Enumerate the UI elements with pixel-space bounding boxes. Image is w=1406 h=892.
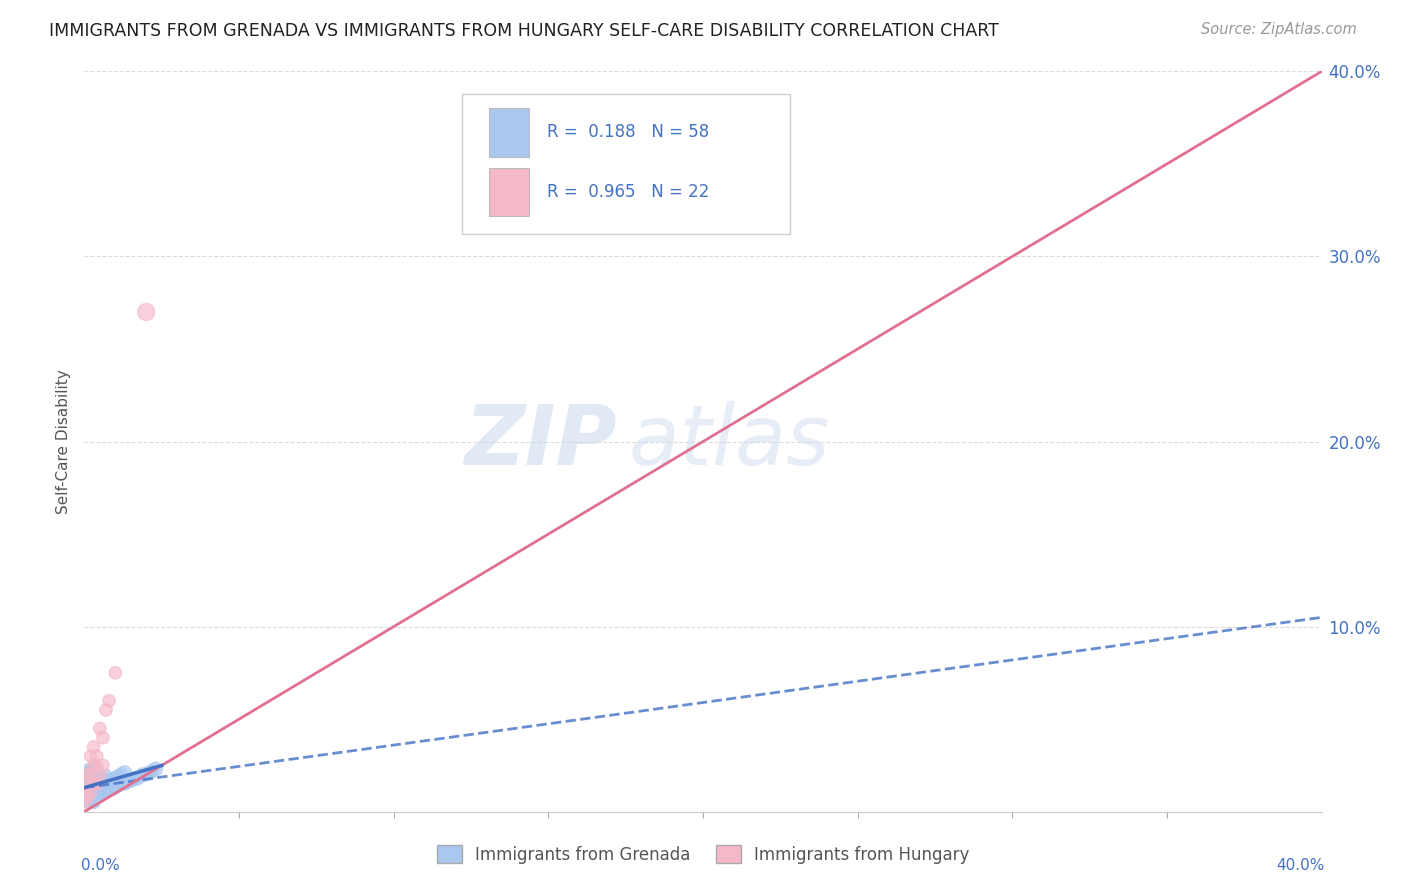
Point (79, 762, 101, 776)
Text: ZIP: ZIP (464, 401, 616, 482)
Text: Source: ZipAtlas.com: Source: ZipAtlas.com (1201, 22, 1357, 37)
Point (89, 767, 111, 781)
Text: IMMIGRANTS FROM GRENADA VS IMMIGRANTS FROM HUNGARY SELF-CARE DISABILITY CORRELAT: IMMIGRANTS FROM GRENADA VS IMMIGRANTS FR… (49, 22, 1000, 40)
Point (91, 731, 114, 745)
Point (73, 767, 96, 781)
Point (98, 773, 121, 788)
Point (94, 782, 117, 797)
Point (83, 777, 105, 791)
Point (107, 779, 129, 793)
Point (83, 780, 105, 795)
Point (76, 772, 98, 786)
Text: 40.0%: 40.0% (1277, 858, 1324, 873)
Point (83, 796, 105, 810)
Point (79, 779, 101, 793)
Point (86, 780, 108, 795)
Y-axis label: Self-Care Disability: Self-Care Disability (56, 369, 72, 514)
Point (73, 786, 96, 800)
Point (110, 767, 132, 781)
Point (94, 767, 117, 781)
Point (79, 767, 101, 781)
FancyBboxPatch shape (461, 94, 790, 235)
Point (117, 775, 139, 789)
Point (86, 786, 108, 800)
Point (114, 777, 136, 791)
Point (138, 765, 160, 780)
Point (129, 770, 152, 784)
Point (141, 764, 163, 778)
Point (104, 780, 127, 795)
Point (89, 779, 111, 793)
Point (76, 789, 98, 804)
Point (83, 770, 105, 784)
Point (114, 765, 136, 780)
Point (79, 786, 101, 800)
Text: 0.0%: 0.0% (82, 858, 120, 873)
Point (86, 777, 108, 791)
Point (86, 773, 108, 788)
Point (122, 772, 145, 786)
Point (89, 765, 111, 780)
Point (104, 772, 127, 786)
Point (76, 777, 98, 791)
Legend: Immigrants from Grenada, Immigrants from Hungary: Immigrants from Grenada, Immigrants from… (430, 838, 976, 871)
Point (91, 779, 114, 793)
Point (107, 770, 129, 784)
Point (89, 773, 111, 788)
Point (86, 758, 108, 772)
Point (79, 775, 101, 789)
Point (79, 767, 101, 781)
Point (76, 782, 98, 797)
Point (83, 758, 105, 772)
Point (135, 305, 157, 319)
Point (76, 764, 98, 778)
Point (91, 772, 114, 786)
Point (91, 786, 114, 800)
Point (94, 703, 117, 717)
Bar (489, 168, 529, 216)
Point (86, 767, 108, 781)
Point (76, 796, 98, 810)
Point (83, 739, 105, 754)
Point (120, 773, 142, 788)
Point (76, 767, 98, 781)
Point (110, 777, 132, 791)
Point (125, 772, 148, 786)
Point (94, 775, 117, 789)
Point (104, 665, 127, 680)
Bar (489, 108, 529, 156)
Point (73, 796, 96, 810)
Text: R =  0.188   N = 58: R = 0.188 N = 58 (547, 123, 710, 142)
Point (76, 777, 98, 791)
Point (83, 764, 105, 778)
Text: atlas: atlas (628, 401, 831, 482)
Point (73, 777, 96, 791)
Point (89, 722, 111, 736)
Point (98, 780, 121, 795)
Point (76, 789, 98, 804)
Point (101, 782, 124, 797)
Point (86, 749, 108, 764)
Text: R =  0.965   N = 22: R = 0.965 N = 22 (547, 183, 710, 201)
Point (89, 786, 111, 800)
Point (79, 749, 101, 764)
Point (73, 786, 96, 800)
Point (98, 694, 121, 708)
Point (83, 758, 105, 772)
Point (101, 773, 124, 788)
Point (79, 791, 101, 805)
Point (83, 775, 105, 789)
Point (83, 786, 105, 800)
Point (79, 786, 101, 800)
Point (132, 767, 155, 781)
Point (135, 767, 157, 781)
Point (91, 758, 114, 772)
Point (145, 762, 167, 776)
